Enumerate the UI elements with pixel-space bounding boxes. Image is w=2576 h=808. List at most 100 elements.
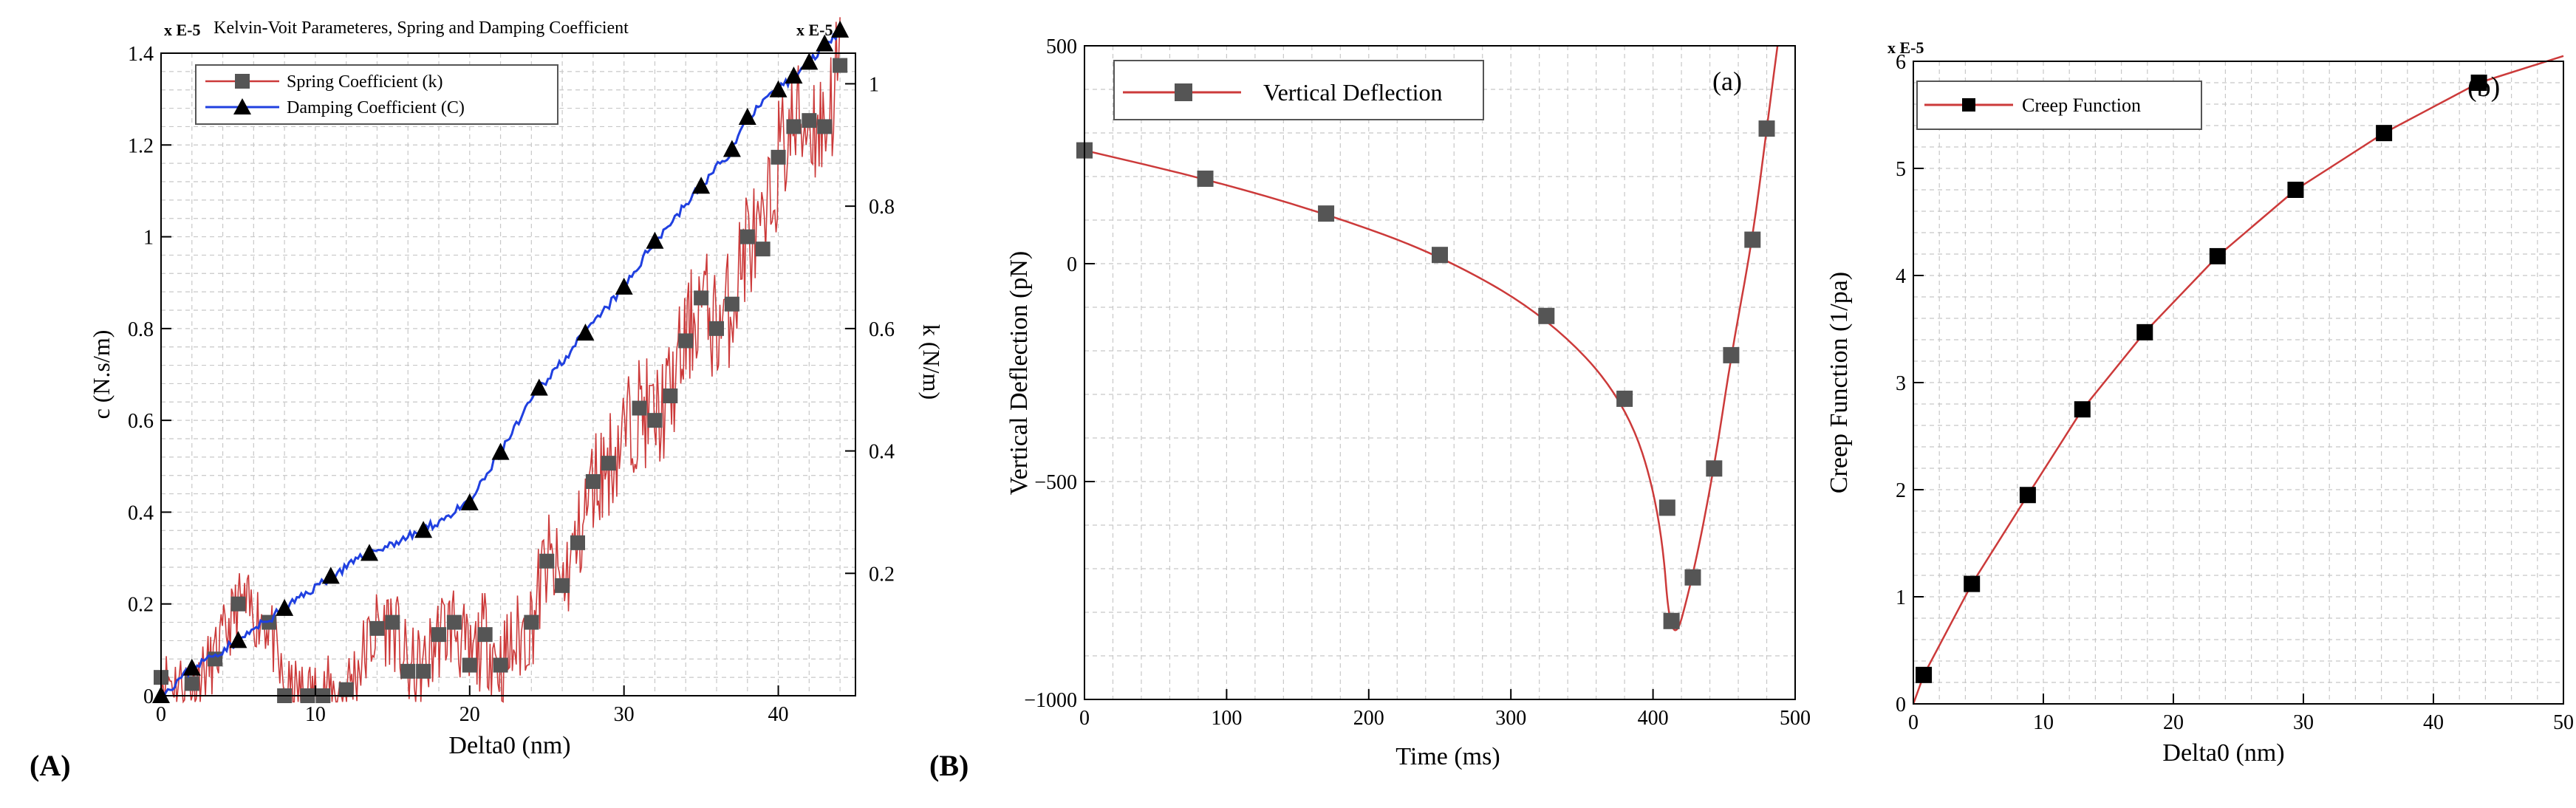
data-point-square (431, 627, 446, 643)
chart-b-a-series (1076, 46, 1779, 631)
chart-a-title: Kelvin-Voit Parameteres, Spring and Damp… (213, 18, 629, 38)
data-point-triangle (785, 66, 803, 84)
data-point-square (771, 149, 786, 165)
y-tick-label: 6 (1896, 51, 1906, 74)
y-tick-label: −1000 (1024, 689, 1077, 712)
data-point-square (2376, 125, 2393, 142)
data-point-square (1723, 346, 1740, 363)
chart-a-frame (160, 52, 856, 696)
x-tick-label: 10 (305, 703, 326, 726)
y-tick-label: 1 (1896, 586, 1906, 609)
chart-b-b: 0 10 20 30 40 50 0 1 2 3 4 5 6 (b) x E-5 Delta0 (nm)… (1825, 38, 2574, 767)
y2-tick-label: 0.8 (869, 196, 895, 219)
y2-tick-label: 0.6 (869, 318, 895, 341)
data-point-triangle (229, 631, 247, 648)
x-tick-label: 10 (2033, 711, 2054, 734)
y-tick-label: 0.6 (128, 410, 154, 433)
y-tick-label: 4 (1896, 265, 1906, 288)
x-tick-label: 20 (459, 703, 480, 726)
chart-b-a-ylabel: Vertical Deflection (pN) (1005, 251, 1033, 495)
data-point-square (1964, 575, 1981, 592)
data-point-triangle (414, 521, 433, 538)
chart-b-b-ylabel: Creep Function (1/pa) (1825, 272, 1853, 493)
data-point-square (663, 388, 678, 403)
x-tick-label: 0 (1908, 711, 1919, 734)
spring-coefficient-line (160, 17, 841, 704)
legend-creep-label: Creep Function (2022, 95, 2141, 116)
data-point-square (2287, 182, 2304, 198)
data-point-triangle (361, 544, 378, 561)
data-point-square (416, 663, 431, 679)
chart-b-a-ticks: 0 100 200 300 400 500 −1000 −500 0 500 (1024, 35, 1811, 730)
data-point-square (1758, 120, 1775, 137)
data-point-square (1658, 499, 1675, 516)
data-point-square (1744, 231, 1761, 248)
data-point-square (724, 296, 739, 312)
chart-a-xlabel: Delta0 (nm) (448, 732, 570, 759)
legend-vertical-deflection-marker (1175, 83, 1192, 101)
chart-a: 0 10 20 30 40 0 0.2 0.4 0.6 0.8 1 1.2 1.4 0.2 0.4 0.6 0.… (88, 17, 945, 759)
chart-b-a-frame (1084, 45, 1796, 700)
data-point-triangle (646, 231, 664, 249)
data-point-square (833, 58, 848, 73)
data-point-square (709, 321, 724, 336)
creep-function-line (1912, 55, 2564, 705)
data-point-square (1706, 460, 1723, 477)
chart-a-y2label: k (N/m) (918, 324, 945, 400)
chart-b-b-legend: Creep Function (1916, 81, 2202, 130)
chart-b-b-annotation: (b) (2467, 72, 2500, 103)
chart-b-a-xlabel: Time (ms) (1395, 743, 1500, 770)
chart-a-series (152, 17, 850, 704)
data-point-square (1616, 390, 1633, 407)
data-point-triangle (460, 493, 479, 510)
data-point-square (755, 242, 771, 257)
y-tick-label: 1.2 (128, 134, 154, 157)
data-point-square (585, 474, 601, 489)
chart-a-y-multiplier: x E-5 (164, 21, 201, 39)
data-point-triangle (276, 598, 294, 616)
y-tick-label: 2 (1896, 479, 1906, 502)
panel-label-b: (B) (929, 749, 968, 782)
data-point-square (230, 596, 246, 612)
legend-damping-label: Damping Coefficient (C) (287, 98, 465, 117)
data-point-square (2019, 487, 2036, 504)
data-point-square (493, 657, 508, 673)
legend-spring-label: Spring Coefficient (k) (287, 72, 443, 92)
chart-a-ticks: 0 10 20 30 40 0 0.2 0.4 0.6 0.8 1 1.2 1.4 0.2 0.4 0.6 0.… (128, 43, 895, 726)
data-point-triangle (530, 378, 548, 396)
data-point-square (2209, 247, 2226, 264)
chart-a-legend-box (195, 64, 558, 125)
panel-label-a: (A) (30, 749, 71, 782)
chart-b-a-grid (1084, 45, 1796, 700)
data-point-square (694, 290, 709, 306)
legend-damping-marker (233, 98, 251, 114)
x-tick-label: 30 (614, 703, 635, 726)
data-point-square (2074, 401, 2091, 418)
data-point-square (1197, 170, 1214, 187)
data-point-square (462, 657, 477, 673)
y-tick-label: 0 (1067, 253, 1077, 276)
x-tick-label: 0 (156, 703, 166, 726)
data-point-triangle (692, 177, 711, 194)
data-point-triangle (576, 323, 595, 341)
data-point-square (1538, 307, 1555, 324)
data-point-square (1318, 205, 1335, 222)
x-tick-label: 20 (2163, 711, 2184, 734)
chart-a-ylabel: c (N.s/m) (88, 330, 115, 420)
chart-a-legend: Spring Coefficient (k) Damping Coefficie… (195, 64, 558, 125)
y-tick-label: 3 (1896, 372, 1906, 395)
y-tick-label: 1 (143, 227, 154, 250)
data-point-square (539, 553, 555, 569)
vertical-deflection-line (1084, 46, 1779, 631)
x-tick-label: 300 (1495, 707, 1526, 730)
chart-b-a: 0 100 200 300 400 500 −1000 −500 0 500 (a) Time (… (1005, 35, 1811, 770)
data-point-square (817, 119, 833, 134)
data-point-triangle (491, 442, 510, 460)
data-point-square (524, 614, 539, 630)
x-tick-label: 40 (2423, 711, 2444, 734)
data-point-square (601, 456, 616, 471)
x-tick-label: 400 (1638, 707, 1669, 730)
chart-b-b-grid (1913, 61, 2564, 705)
data-point-square (1916, 666, 1933, 683)
